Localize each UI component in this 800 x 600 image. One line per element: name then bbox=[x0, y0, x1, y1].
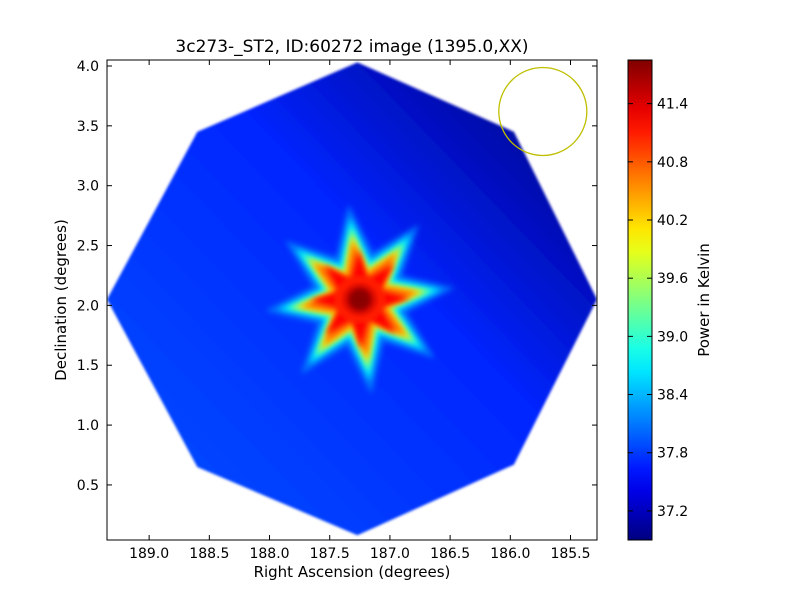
colorbar-frame bbox=[627, 59, 653, 541]
colorbar-tick-label: 40.2 bbox=[657, 213, 688, 229]
x-tick-label: 186.5 bbox=[430, 546, 470, 562]
colorbar-tick-label: 37.8 bbox=[657, 446, 688, 462]
source-emission bbox=[265, 205, 455, 394]
y-tick-label: 2.0 bbox=[77, 298, 99, 314]
plot-frame bbox=[106, 59, 598, 541]
y-tick-label: 4.0 bbox=[77, 59, 99, 75]
y-axis: 0.5 1.0 1.5 2.0 2.5 3.0 3.5 4.0 bbox=[77, 59, 597, 494]
x-tick-label: 187.5 bbox=[310, 546, 350, 562]
x-axis: 189.0 188.5 188.0 187.5 187.0 186.5 186.0 185.5 bbox=[129, 60, 591, 562]
colorbar-tick-label: 39.0 bbox=[657, 329, 688, 345]
colorbar-ticks: 37.2 37.8 38.4 39.0 39.6 40.2 40.8 41.4 bbox=[628, 97, 688, 520]
y-tick-label: 1.5 bbox=[77, 358, 99, 374]
x-tick-label: 188.0 bbox=[249, 546, 289, 562]
y-tick-label: 2.5 bbox=[77, 239, 99, 255]
y-tick-label: 0.5 bbox=[77, 478, 99, 494]
y-tick-label: 1.0 bbox=[77, 418, 99, 434]
colorbar: 37.2 37.8 38.4 39.0 39.6 40.2 40.8 41.4 Power i… bbox=[627, 59, 713, 541]
y-tick-label: 3.0 bbox=[77, 179, 99, 195]
y-axis-label: Declination (degrees) bbox=[52, 219, 70, 381]
colorbar-tick-label: 38.4 bbox=[657, 388, 688, 404]
chart-title: 3c273-_ST2, ID:60272 image (1395.0,XX) bbox=[175, 37, 528, 57]
colorbar-tick-label: 39.6 bbox=[657, 271, 688, 287]
source-peak bbox=[349, 289, 370, 310]
colorbar-label: Power in Kelvin bbox=[695, 243, 713, 357]
x-tick-label: 189.0 bbox=[129, 546, 169, 562]
plot-area bbox=[107, 60, 597, 540]
x-tick-label: 185.5 bbox=[550, 546, 590, 562]
x-tick-label: 187.0 bbox=[370, 546, 410, 562]
colorbar-tick-label: 41.4 bbox=[657, 97, 688, 113]
y-tick-label: 3.5 bbox=[77, 119, 99, 135]
x-tick-label: 188.5 bbox=[189, 546, 229, 562]
x-tick-label: 186.0 bbox=[490, 546, 530, 562]
x-axis-label: Right Ascension (degrees) bbox=[254, 563, 451, 581]
colorbar-tick-label: 40.8 bbox=[657, 155, 688, 171]
colorbar-fill bbox=[628, 60, 652, 540]
colorbar-tick-label: 37.2 bbox=[657, 504, 688, 520]
beam-circle bbox=[498, 66, 588, 157]
